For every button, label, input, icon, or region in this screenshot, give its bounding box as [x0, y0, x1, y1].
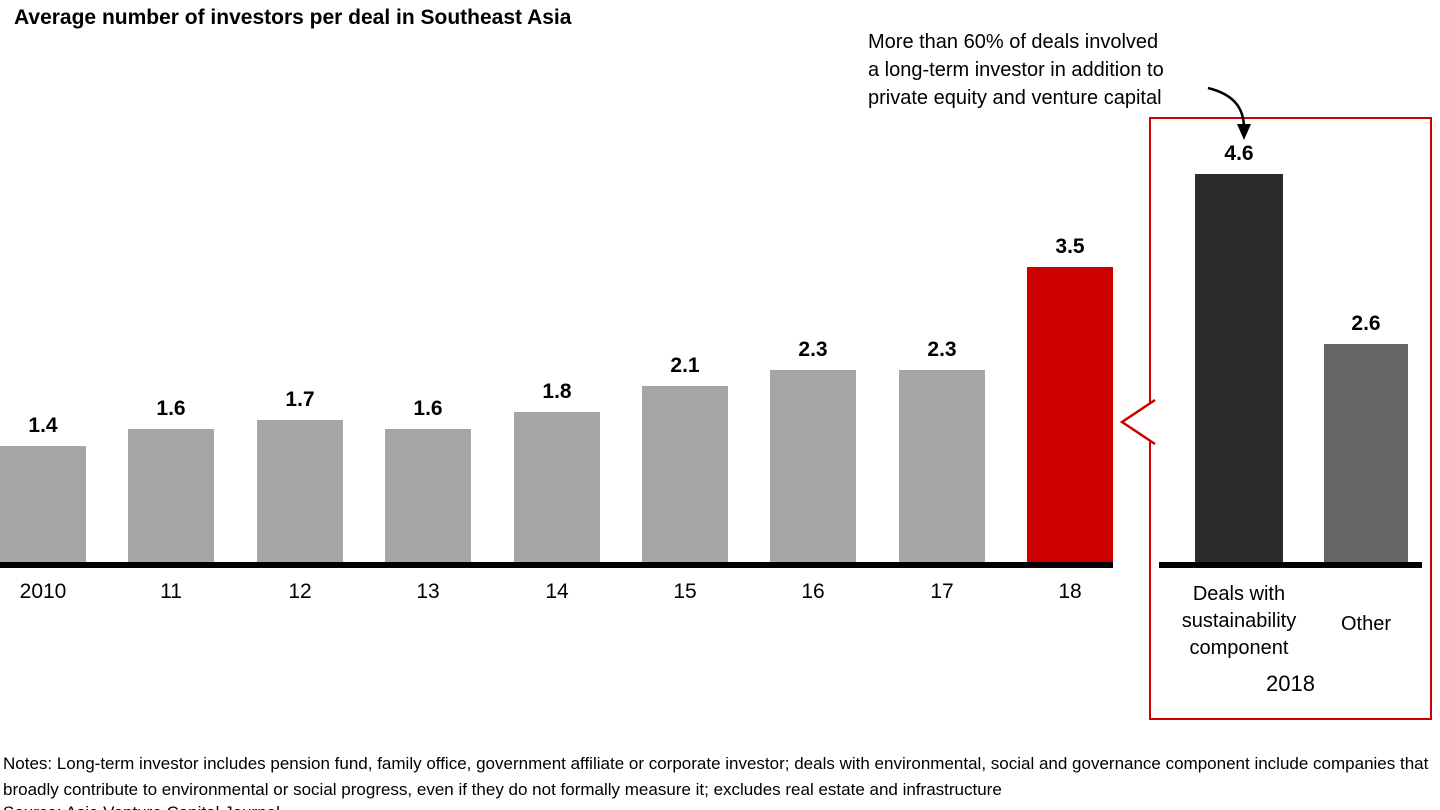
bar-2015: 2.1 [642, 354, 728, 565]
x-tick-11: 11 [160, 580, 182, 603]
bar-sustainability: 4.6 [1195, 142, 1283, 565]
bar-other: 2.6 [1324, 312, 1408, 565]
bar-value-sustainability: 4.6 [1224, 142, 1254, 165]
callout-axis-line [1159, 562, 1422, 568]
bar-value-2016: 2.3 [798, 338, 828, 361]
bar-2017: 2.3 [899, 338, 985, 565]
bar-2016: 2.3 [770, 338, 856, 565]
notes-text: Notes: Long-term investor includes pensi… [3, 754, 1429, 799]
main-bar-chart: 1.4 1.6 1.7 1.6 1.8 2.1 2.3 2.3 3.5 [0, 235, 1113, 565]
x-tick-12: 12 [288, 580, 312, 603]
callout-annotation: More than 60% of deals involved a long-t… [868, 28, 1164, 112]
annotation-line-3: private equity and venture capital [868, 87, 1162, 109]
bar-2013: 1.6 [385, 397, 471, 565]
bar-value-2012: 1.7 [285, 388, 315, 411]
bar-value-2011: 1.6 [156, 397, 186, 420]
bar-2011: 1.6 [128, 397, 214, 565]
callout-label-other: Other [1340, 613, 1392, 635]
bar-value-2015: 2.1 [670, 354, 700, 377]
x-tick-17: 17 [930, 580, 954, 603]
bar-value-2013: 1.6 [413, 397, 443, 420]
bar-2018-highlight: 3.5 [1027, 235, 1113, 565]
bar-value-2017: 2.3 [927, 338, 957, 361]
x-tick-14: 14 [545, 580, 569, 603]
bar-value-2014: 1.8 [542, 380, 572, 403]
x-tick-16: 16 [801, 580, 825, 603]
x-tick-2010: 2010 [19, 580, 67, 603]
bar-value-2018: 3.5 [1055, 235, 1085, 258]
bar-2012: 1.7 [257, 388, 343, 565]
x-tick-15: 15 [673, 580, 697, 603]
x-tick-18: 18 [1058, 580, 1082, 603]
bar-2010: 1.4 [0, 414, 86, 565]
callout-box: 4.6 2.6 Deals with sustainability compon… [1149, 117, 1432, 720]
callout-label-sustainability: Deals with sustainability component [1181, 583, 1297, 659]
x-tick-13: 13 [416, 580, 440, 603]
page-title: Average number of investors per deal in … [14, 6, 572, 29]
callout-year-label: 2018 [1266, 671, 1315, 696]
annotation-line-2: a long-term investor in addition to [868, 59, 1164, 81]
bar-value-2010: 1.4 [28, 414, 58, 437]
bar-2014: 1.8 [514, 380, 600, 565]
bar-value-other: 2.6 [1351, 312, 1381, 335]
source-text: Source: Asia Venture Capital Journal [3, 803, 280, 810]
callout-bar-chart: 4.6 2.6 [1151, 119, 1430, 568]
x-axis-line [0, 562, 1113, 568]
annotation-line-1: More than 60% of deals involved [868, 31, 1159, 53]
